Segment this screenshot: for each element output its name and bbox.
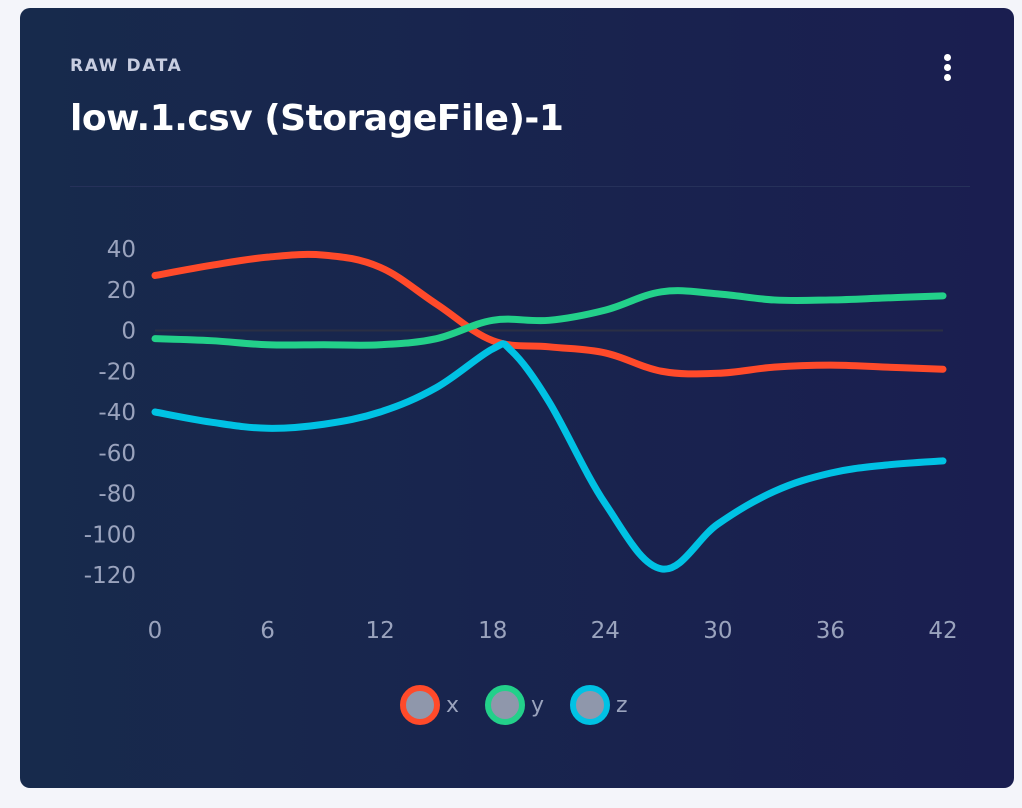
series-line-z (151, 340, 947, 573)
x-tick-label: 12 (366, 618, 395, 644)
y-tick-label: -80 (98, 482, 136, 508)
x-tick-label: 30 (703, 618, 732, 644)
card-subtitle: RAW DATA (70, 56, 183, 76)
y-tick-label: -60 (98, 441, 136, 467)
y-axis-ticks: 40 20 0 -20 -40 -60 -80 -100 -120 (84, 237, 136, 589)
legend-label-x: x (446, 693, 459, 718)
x-tick-label: 18 (478, 618, 507, 644)
legend-item-y[interactable]: y (485, 685, 544, 725)
x-axis-ticks: 0 6 12 18 24 30 36 42 (148, 618, 958, 644)
card-title: low.1.csv (StorageFile)-1 (70, 98, 564, 139)
y-tick-label: -40 (98, 400, 136, 426)
legend-marker-z (570, 685, 610, 725)
y-tick-label: 0 (121, 319, 136, 345)
legend-marker-x (400, 685, 440, 725)
x-tick-label: 0 (148, 618, 163, 644)
chart-legend: x y z (400, 685, 628, 725)
menu-dot (944, 64, 951, 71)
series-line-x (151, 250, 947, 378)
y-tick-label: -120 (84, 563, 136, 589)
series-lines (151, 250, 947, 573)
header-divider (70, 186, 970, 187)
legend-item-z[interactable]: z (570, 685, 628, 725)
legend-label-y: y (531, 693, 544, 718)
y-tick-label: -100 (84, 522, 136, 548)
y-tick-label: -20 (98, 359, 136, 385)
menu-dot (944, 54, 951, 61)
raw-data-card: RAW DATA low.1.csv (StorageFile)-1 40 20 0… (20, 8, 1014, 788)
x-tick-label: 42 (928, 618, 957, 644)
legend-item-x[interactable]: x (400, 685, 459, 725)
x-tick-label: 6 (260, 618, 275, 644)
series-line-y (151, 287, 947, 349)
y-tick-label: 40 (107, 237, 136, 263)
legend-label-z: z (616, 693, 628, 718)
vertical-ellipsis-icon[interactable] (938, 54, 958, 82)
legend-marker-y (485, 685, 525, 725)
line-chart: 40 20 0 -20 -40 -60 -80 -100 -120 0 6 12 18 24 30 36 42… (84, 237, 958, 725)
x-tick-label: 24 (591, 618, 620, 644)
y-tick-label: 20 (107, 278, 136, 304)
menu-dot (944, 74, 951, 81)
x-tick-label: 36 (816, 618, 845, 644)
